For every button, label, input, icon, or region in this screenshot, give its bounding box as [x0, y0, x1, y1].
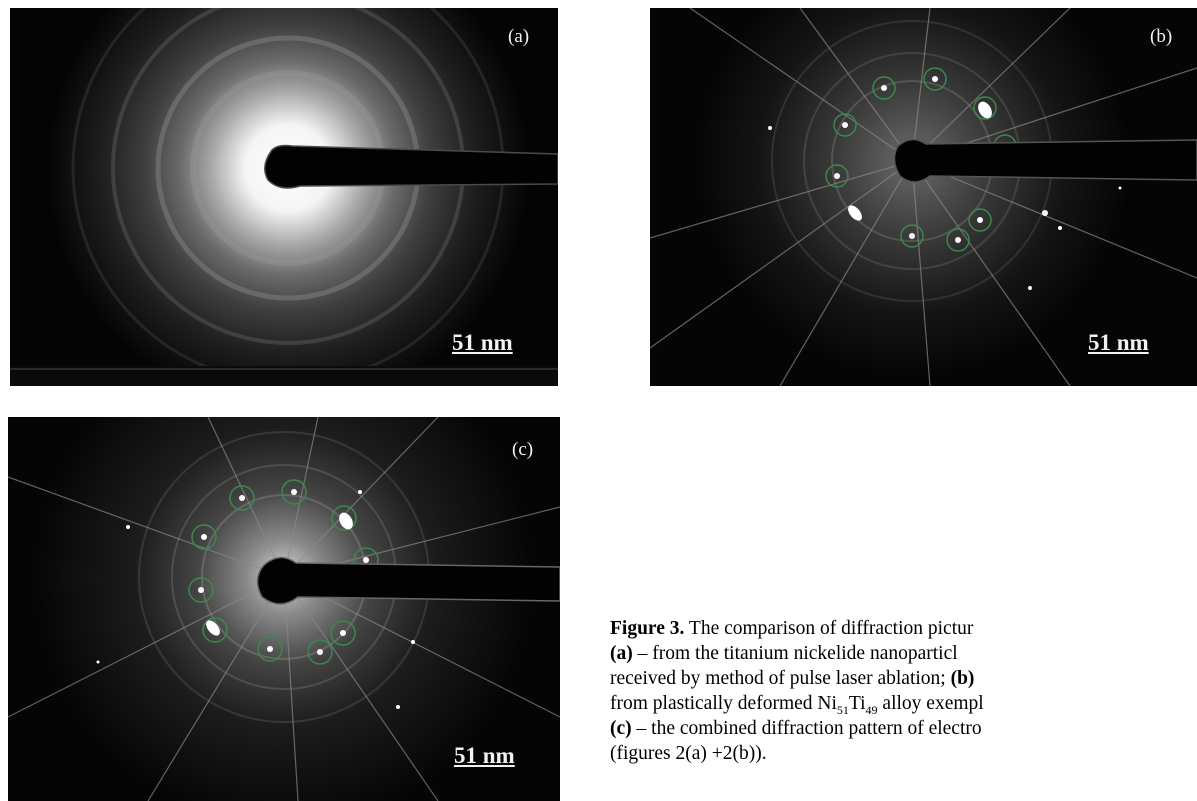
scale-bar-label-c: 51 nm: [454, 743, 515, 768]
subscript-51: 51: [836, 702, 849, 717]
figure-label: Figure 3.: [610, 618, 685, 639]
caption-line: from plastically deformed Ni51Ti49 alloy…: [610, 691, 1197, 716]
caption-label-b: (b): [950, 668, 975, 689]
diffraction-image-b: (b) 51 nm: [650, 8, 1197, 386]
diffraction-pattern-a-graphic: [10, 8, 558, 386]
scale-bar-label-b: 51 nm: [1088, 330, 1149, 355]
caption-text: – from the titanium nickelide nanopartic…: [632, 643, 958, 664]
diffraction-pattern-c-graphic: [8, 417, 560, 801]
caption-line: (c) – the combined diffraction pattern o…: [610, 716, 1197, 741]
caption-line: (figures 2(a) +2(b)).: [610, 741, 1197, 766]
caption-text: Ti: [848, 693, 866, 714]
panel-label-c: (c): [512, 439, 534, 460]
panel-label-a: (a): [508, 26, 530, 47]
scale-bar-label-a: 51 nm: [452, 330, 513, 355]
caption-text: alloy exempl: [877, 693, 984, 714]
caption-text: received by method of pulse laser ablati…: [610, 668, 951, 689]
caption-line: received by method of pulse laser ablati…: [610, 666, 1197, 691]
caption-text: – the combined diffraction pattern of el…: [631, 718, 982, 739]
diffraction-image-c: (c) 51 nm: [8, 417, 560, 801]
caption-text: (figures 2(a) +2(b)).: [610, 743, 767, 764]
caption-text: from plastically deformed Ni: [610, 693, 837, 714]
caption-line: Figure 3. The comparison of diffraction …: [610, 616, 1197, 641]
caption-line: (a) – from the titanium nickelide nanopa…: [610, 641, 1197, 666]
caption-text: The comparison of diffraction pictur: [684, 618, 974, 639]
diffraction-pattern-b-graphic: [650, 8, 1197, 386]
caption-label-a: (a): [610, 643, 633, 664]
figure-caption: Figure 3. The comparison of diffraction …: [610, 616, 1197, 766]
diffraction-image-a: (a) 51 nm: [10, 8, 558, 386]
panel-label-b: (b): [1150, 26, 1173, 47]
caption-label-c: (c): [610, 718, 632, 739]
subscript-49: 49: [865, 702, 878, 717]
